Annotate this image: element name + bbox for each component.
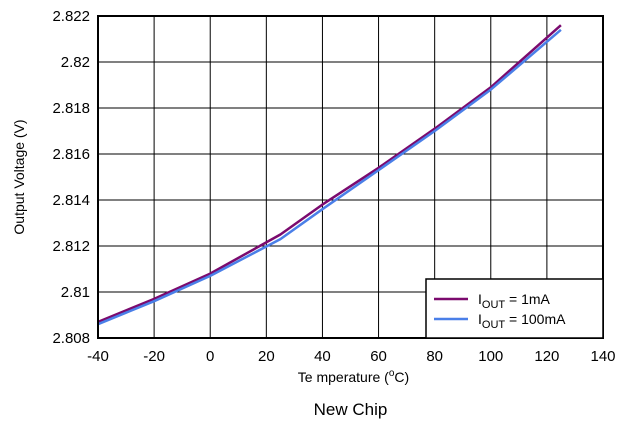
x-tick-labels: -40 -20 0 20 40 60 80 100 120 140 xyxy=(87,348,615,365)
x-tick-label: 60 xyxy=(370,348,387,365)
chart-caption: New Chip xyxy=(314,400,388,419)
x-tick-label: 20 xyxy=(258,348,275,365)
y-tick-label: 2.822 xyxy=(52,8,90,25)
y-tick-label: 2.818 xyxy=(52,100,90,117)
series-lines xyxy=(97,24,562,326)
x-tick-label: 120 xyxy=(534,348,559,365)
x-tick-label: 0 xyxy=(206,348,214,365)
x-axis-label: Te mperature (oC) xyxy=(298,368,409,385)
y-tick-label: 2.81 xyxy=(61,284,90,301)
legend-label: IOUT = 100mA xyxy=(478,311,566,331)
x-tick-label: -20 xyxy=(143,348,165,365)
x-tick-label: 140 xyxy=(590,348,615,365)
y-tick-label: 2.814 xyxy=(52,192,90,209)
plot-frame xyxy=(97,15,604,339)
legend-label: IOUT = 1mA xyxy=(478,291,551,311)
y-axis-label: Output Voltage (V) xyxy=(11,119,27,234)
y-tick-label: 2.808 xyxy=(52,330,90,347)
y-tick-labels: 2.808 2.81 2.812 2.814 2.816 2.818 2.82 2.822 xyxy=(52,8,90,347)
x-tick-label: -40 xyxy=(87,348,109,365)
y-tick-label: 2.812 xyxy=(52,238,90,255)
series-line xyxy=(97,28,562,326)
x-tick-label: 40 xyxy=(314,348,331,365)
series-line xyxy=(97,24,562,324)
y-tick-label: 2.82 xyxy=(61,54,90,71)
x-tick-label: 80 xyxy=(426,348,443,365)
legend-box xyxy=(425,278,604,339)
y-tick-label: 2.816 xyxy=(52,146,90,163)
x-tick-label: 100 xyxy=(478,348,503,365)
